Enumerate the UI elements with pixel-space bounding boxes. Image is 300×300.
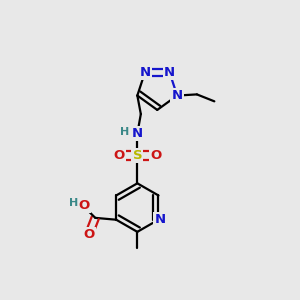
Text: N: N bbox=[164, 66, 175, 79]
Text: N: N bbox=[140, 66, 151, 79]
Text: N: N bbox=[132, 127, 143, 140]
Text: H: H bbox=[120, 127, 129, 137]
Text: O: O bbox=[78, 199, 89, 212]
Text: O: O bbox=[150, 149, 162, 162]
Text: O: O bbox=[83, 228, 94, 241]
Text: N: N bbox=[155, 213, 166, 226]
Text: N: N bbox=[172, 89, 183, 102]
Text: S: S bbox=[133, 149, 142, 162]
Text: O: O bbox=[113, 149, 124, 162]
Text: H: H bbox=[69, 198, 78, 208]
